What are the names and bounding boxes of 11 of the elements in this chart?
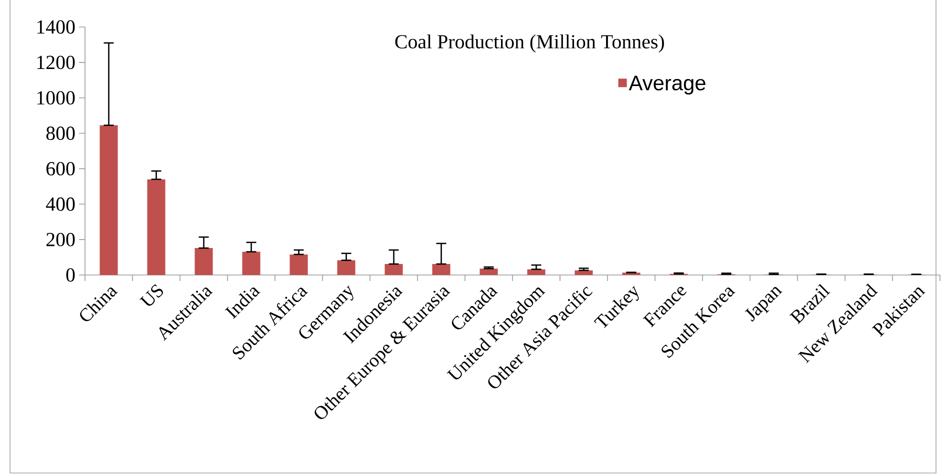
y-tick-label: 0 <box>66 268 75 282</box>
y-tick-label: 200 <box>46 232 75 246</box>
y-tick-label: 800 <box>46 126 75 140</box>
x-tick-label: India <box>224 288 260 319</box>
y-tick-label: 1200 <box>37 56 75 70</box>
y-tick-label: 600 <box>46 162 75 176</box>
y-tick-label: 1000 <box>37 91 75 105</box>
y-tick-label: 400 <box>46 197 75 211</box>
chart-title: Coal Production (Million Tonnes) <box>395 34 664 53</box>
y-tick-label: 1400 <box>37 20 75 34</box>
legend-label: Average <box>628 76 706 95</box>
